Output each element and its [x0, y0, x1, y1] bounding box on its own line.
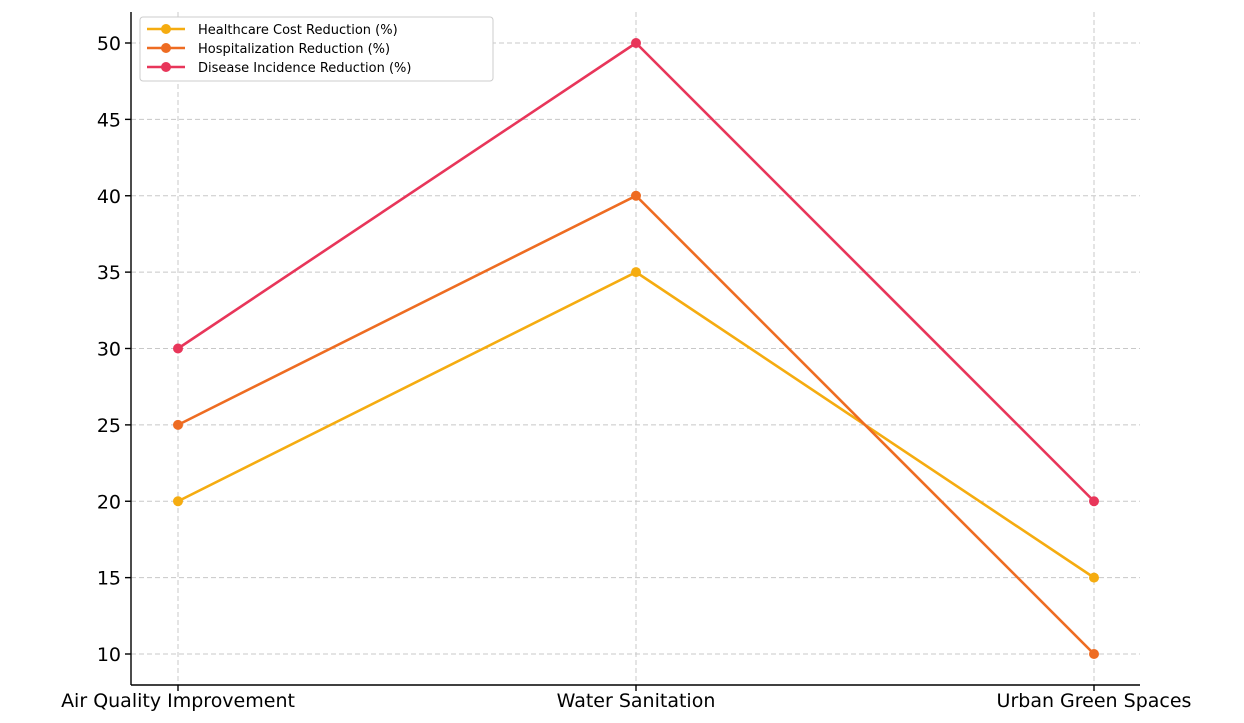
- data-point: [173, 496, 183, 507]
- legend-box: [139, 16, 494, 82]
- data-point: [1089, 572, 1099, 583]
- y-axis-ticks: 10 15 20 25 30 35 40 45 50: [97, 33, 131, 666]
- legend-entry: Hospitalization Reduction (%): [147, 42, 390, 57]
- legend-label: Disease Incidence Reduction (%): [198, 61, 411, 76]
- data-point: [1089, 649, 1099, 659]
- series: [173, 38, 1099, 659]
- legend-swatch-marker: [161, 62, 171, 72]
- y-tick-label: 20: [97, 491, 121, 513]
- data-point: [173, 343, 183, 354]
- data-point: [631, 267, 641, 278]
- y-tick-label: 30: [97, 339, 121, 361]
- data-point: [631, 38, 641, 48]
- y-tick-label: 25: [97, 415, 121, 437]
- y-tick-label: 50: [97, 33, 121, 55]
- grid-lines: [131, 12, 1140, 685]
- data-point: [1089, 496, 1099, 507]
- legend-swatch-marker: [161, 43, 171, 53]
- legend-entry: Healthcare Cost Reduction (%): [147, 23, 398, 38]
- legend-label: Healthcare Cost Reduction (%): [198, 23, 398, 38]
- series-2: [173, 190, 1099, 659]
- y-tick-label: 40: [97, 186, 121, 208]
- data-point: [173, 419, 183, 430]
- data-point: [631, 190, 641, 201]
- legend: Healthcare Cost Reduction (%) Hospitaliza…: [139, 16, 494, 82]
- y-tick-label: 35: [97, 262, 121, 284]
- series-1: [173, 267, 1099, 583]
- legend-entry: Disease Incidence Reduction (%): [147, 61, 411, 76]
- x-tick-label: Air Quality Improvement: [61, 690, 295, 712]
- y-tick-label: 45: [97, 109, 121, 131]
- y-tick-label: 15: [97, 568, 121, 590]
- legend-swatch-marker: [161, 24, 171, 34]
- legend-label: Hospitalization Reduction (%): [198, 42, 390, 57]
- x-axis-ticks: Air Quality Improvement Water Sanitation U…: [61, 685, 1191, 712]
- x-tick-label: Water Sanitation: [557, 690, 716, 712]
- y-tick-label: 10: [97, 644, 121, 666]
- series-3: [173, 38, 1099, 507]
- x-tick-label: Urban Green Spaces: [997, 690, 1192, 712]
